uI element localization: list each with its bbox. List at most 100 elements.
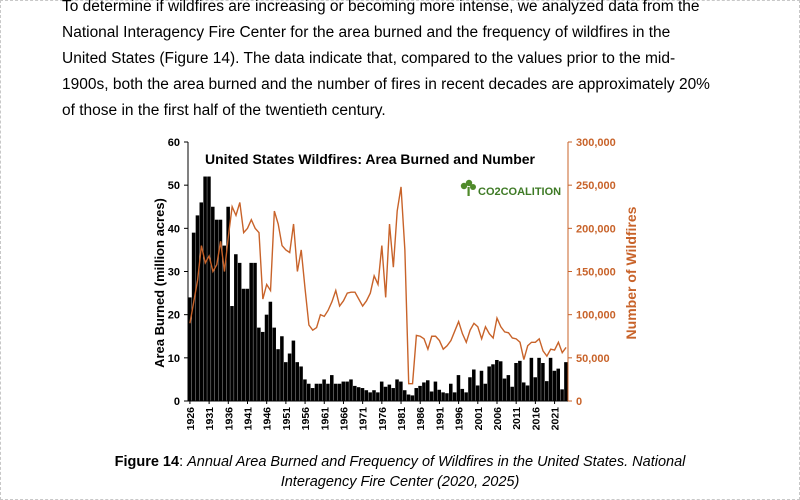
x-tick-label: 1931 — [204, 407, 216, 431]
y-tick-label: 30 — [168, 267, 180, 279]
x-tick-label: 1951 — [281, 407, 293, 431]
bar-2000 — [472, 369, 476, 401]
bar-2021 — [552, 370, 557, 401]
bar-1931 — [207, 176, 211, 401]
bar-1933 — [214, 219, 219, 401]
bar-1935 — [222, 245, 227, 401]
y2-tick-label: 0 — [576, 396, 582, 408]
figure-caption: Figure 14: Annual Area Burned and Freque… — [70, 452, 730, 492]
x-tick-label: 1991 — [434, 407, 446, 431]
x-tick-label: 1946 — [262, 407, 274, 431]
bar-1988 — [425, 380, 430, 401]
x-tick-label: 2011 — [511, 407, 523, 430]
co2-coalition-logo: CO2COALITION — [460, 179, 561, 198]
bar-1944 — [257, 327, 261, 401]
paragraph-line: To determine if wildfires are increasing… — [62, 0, 700, 15]
bar-1940 — [241, 288, 246, 401]
bar-2001 — [475, 385, 480, 401]
x-tick-label: 1966 — [338, 407, 350, 431]
x-tick-label: 1996 — [454, 407, 466, 431]
bar-2003 — [483, 383, 488, 401]
bar-1989 — [429, 391, 434, 401]
bar-1970 — [356, 387, 361, 401]
y-tick-label: 10 — [168, 353, 180, 365]
y2-tick-label: 100,000 — [576, 310, 616, 322]
bar-2002 — [479, 370, 484, 401]
x-tick-label: 1956 — [300, 407, 312, 431]
bar-1983 — [406, 394, 411, 401]
bar-1982 — [402, 390, 407, 401]
bar-2023 — [560, 389, 564, 401]
bar-1947 — [268, 301, 273, 401]
bar-2011 — [514, 363, 518, 401]
bar-1977 — [383, 386, 388, 401]
wildfire-chart: 0 10 20 30 40 50 60 0 50,000 100,000 150,000 200,00… — [152, 137, 639, 431]
bar-1927 — [191, 232, 196, 401]
x-tick-label: 1976 — [377, 407, 389, 431]
bar-1934 — [218, 219, 223, 401]
x-tick-label: 1941 — [242, 407, 254, 431]
bar-1979 — [391, 388, 395, 401]
bar-1971 — [360, 388, 365, 401]
bar-1969 — [353, 385, 357, 401]
bar-1937 — [230, 306, 234, 401]
caption-text-line1: Annual Area Burned and Frequency of Wild… — [187, 454, 686, 470]
y-tick-label: 40 — [168, 223, 180, 235]
bar-1961 — [322, 379, 326, 401]
bar-1949 — [276, 349, 280, 401]
paragraph-line: National Interagency Fire Center for the… — [62, 24, 671, 41]
bar-1967 — [345, 381, 349, 401]
y-tick-label: 50 — [168, 180, 180, 192]
bar-1964 — [333, 383, 338, 401]
bar-2010 — [510, 386, 514, 401]
bar-1963 — [330, 375, 334, 401]
bar-1968 — [349, 379, 353, 401]
x-tick-label: 1986 — [415, 407, 427, 431]
bar-2008 — [502, 378, 507, 401]
bar-1975 — [376, 392, 380, 401]
bar-2005 — [491, 364, 495, 401]
bar-1992 — [441, 392, 445, 401]
bar-1976 — [379, 381, 384, 401]
bar-1950 — [280, 336, 284, 401]
x-tick-label: 1971 — [358, 407, 370, 431]
y2-axis-label: Number of Wildfires — [623, 206, 639, 339]
bar-1978 — [387, 384, 392, 401]
bar-1960 — [318, 383, 323, 401]
logo-text: CO2COALITION — [478, 186, 561, 198]
y-tick-label: 0 — [174, 396, 180, 408]
bar-1936 — [226, 206, 230, 401]
bar-1954 — [295, 362, 299, 401]
x-tick-label: 1981 — [396, 407, 408, 431]
y-tick-label: 20 — [168, 310, 180, 322]
x-tick-label: 2001 — [473, 407, 485, 431]
bar-2009 — [506, 375, 511, 401]
bar-1990 — [433, 381, 438, 401]
bar-1991 — [437, 389, 442, 401]
bar-2007 — [498, 361, 503, 401]
bar-2013 — [521, 382, 526, 401]
bar-1956 — [303, 379, 307, 401]
bar-2018 — [541, 363, 545, 401]
y2-tick-label: 150,000 — [576, 267, 616, 279]
bar-1985 — [414, 388, 418, 401]
bar-1952 — [287, 353, 292, 401]
bar-2016 — [533, 377, 537, 401]
bar-1997 — [460, 388, 465, 401]
bar-2004 — [487, 366, 491, 401]
bar-1943 — [253, 262, 257, 401]
bar-1980 — [395, 379, 399, 401]
bar-2015 — [529, 357, 534, 401]
caption-label: Figure 14 — [114, 454, 180, 470]
tree-icon — [460, 179, 476, 196]
bar-1957 — [306, 383, 311, 401]
bar-1929 — [199, 202, 204, 401]
bar-1959 — [314, 383, 319, 401]
bar-1958 — [310, 388, 315, 401]
paragraph-line: United States (Figure 14). The data indi… — [62, 50, 676, 67]
y2-tick-label: 200,000 — [576, 223, 616, 235]
x-tick-label: 1926 — [185, 407, 197, 431]
bar-1939 — [237, 262, 242, 401]
bar-1996 — [456, 375, 461, 401]
bar-1999 — [468, 377, 472, 401]
